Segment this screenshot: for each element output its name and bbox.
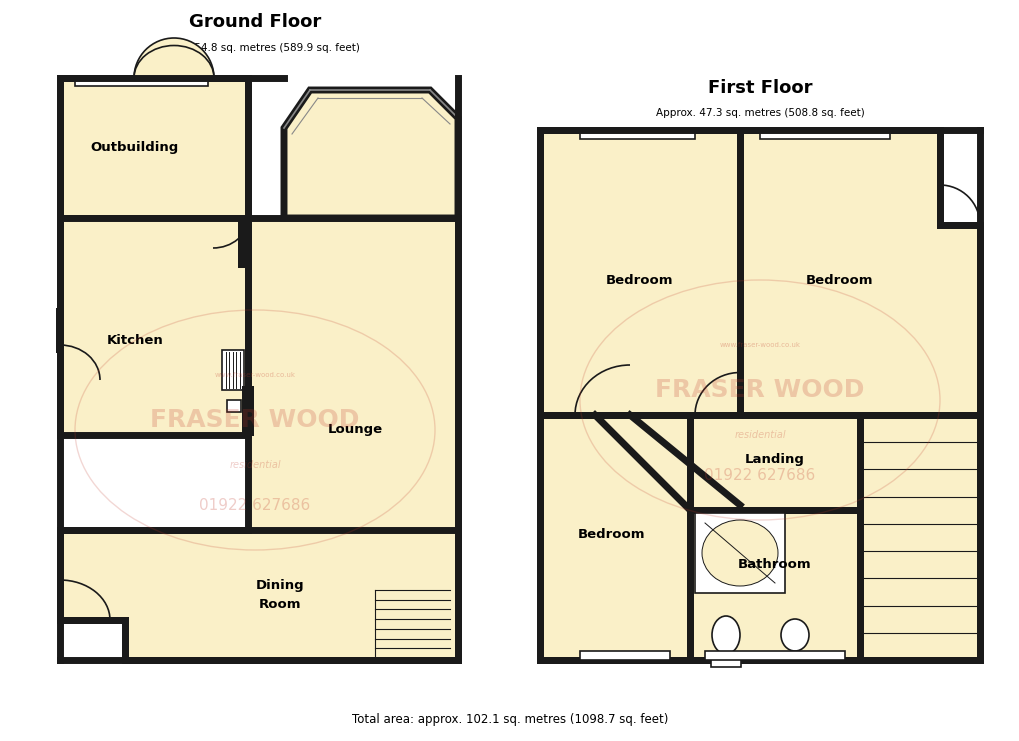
Text: Approx. 54.8 sq. metres (589.9 sq. feet): Approx. 54.8 sq. metres (589.9 sq. feet): [151, 43, 359, 53]
Text: First Floor: First Floor: [707, 79, 811, 97]
Ellipse shape: [781, 619, 808, 651]
Polygon shape: [739, 130, 979, 415]
Wedge shape: [133, 38, 214, 78]
Polygon shape: [248, 218, 458, 630]
Polygon shape: [539, 130, 739, 415]
Text: Bathroom: Bathroom: [738, 559, 811, 571]
Text: Ground Floor: Ground Floor: [189, 13, 321, 31]
Bar: [759, 130, 890, 139]
Text: residential: residential: [734, 430, 785, 440]
Text: www.fraser-wood.co.uk: www.fraser-wood.co.uk: [214, 372, 296, 378]
Bar: [237, 218, 248, 268]
Bar: [580, 130, 694, 139]
Text: Outbuilding: Outbuilding: [91, 142, 179, 155]
Polygon shape: [60, 78, 248, 218]
Polygon shape: [539, 415, 689, 660]
Text: residential: residential: [229, 460, 280, 470]
Text: FRASER WOOD: FRASER WOOD: [150, 408, 360, 432]
Bar: [710, 655, 740, 667]
Ellipse shape: [701, 520, 777, 586]
Text: FRASER WOOD: FRASER WOOD: [654, 378, 864, 402]
Bar: [242, 386, 254, 436]
Text: 01922 627686: 01922 627686: [704, 468, 815, 482]
Text: Bedroom: Bedroom: [805, 273, 873, 287]
Ellipse shape: [711, 616, 739, 654]
Text: Approx. 47.3 sq. metres (508.8 sq. feet): Approx. 47.3 sq. metres (508.8 sq. feet): [655, 108, 863, 118]
Bar: [580, 651, 669, 660]
Bar: [222, 350, 244, 390]
Text: Bedroom: Bedroom: [605, 273, 674, 287]
Polygon shape: [859, 415, 979, 660]
Polygon shape: [689, 510, 859, 660]
Text: Kitchen: Kitchen: [107, 333, 163, 347]
Text: 01922 627686: 01922 627686: [199, 497, 311, 513]
Bar: [694, 513, 785, 593]
Text: Bedroom: Bedroom: [578, 528, 645, 542]
Text: Total area: approx. 102.1 sq. metres (1098.7 sq. feet): Total area: approx. 102.1 sq. metres (10…: [352, 714, 667, 726]
Polygon shape: [60, 530, 458, 660]
Bar: [56, 308, 64, 353]
Bar: [75, 78, 208, 86]
Polygon shape: [283, 90, 458, 218]
Text: Landing: Landing: [744, 453, 804, 467]
Bar: [704, 651, 844, 660]
Text: www.fraser-wood.co.uk: www.fraser-wood.co.uk: [718, 342, 800, 348]
Text: Lounge: Lounge: [327, 424, 382, 436]
Polygon shape: [60, 218, 248, 435]
Text: Dining
Room: Dining Room: [256, 579, 304, 611]
Polygon shape: [689, 415, 859, 510]
Bar: [227, 400, 240, 412]
